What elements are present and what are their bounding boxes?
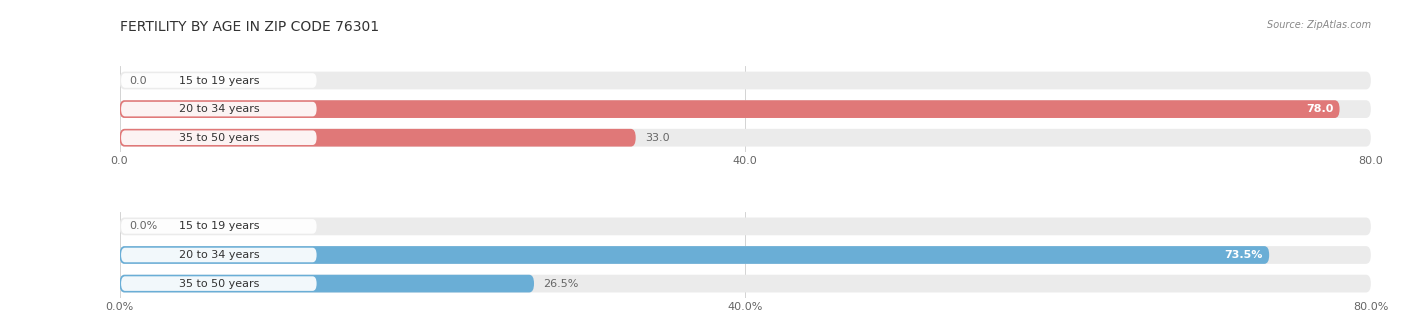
FancyBboxPatch shape [121,276,316,291]
Text: Source: ZipAtlas.com: Source: ZipAtlas.com [1267,20,1371,30]
Text: FERTILITY BY AGE IN ZIP CODE 76301: FERTILITY BY AGE IN ZIP CODE 76301 [120,20,378,34]
FancyBboxPatch shape [120,100,1340,118]
FancyBboxPatch shape [120,275,1371,293]
FancyBboxPatch shape [120,71,1371,89]
FancyBboxPatch shape [120,129,1371,147]
FancyBboxPatch shape [120,129,636,147]
Text: 35 to 50 years: 35 to 50 years [179,279,259,289]
FancyBboxPatch shape [121,73,316,88]
Text: 20 to 34 years: 20 to 34 years [179,250,259,260]
FancyBboxPatch shape [120,246,1270,264]
Text: 0.0%: 0.0% [129,221,157,231]
Text: 26.5%: 26.5% [543,279,579,289]
FancyBboxPatch shape [121,248,316,262]
Text: 73.5%: 73.5% [1225,250,1263,260]
FancyBboxPatch shape [121,102,316,117]
FancyBboxPatch shape [120,275,534,293]
Text: 35 to 50 years: 35 to 50 years [179,133,259,143]
FancyBboxPatch shape [120,246,1371,264]
Text: 20 to 34 years: 20 to 34 years [179,104,259,114]
Text: 0.0: 0.0 [129,75,146,85]
Text: 78.0: 78.0 [1306,104,1333,114]
FancyBboxPatch shape [121,219,316,234]
Text: 15 to 19 years: 15 to 19 years [179,221,259,231]
Text: 33.0: 33.0 [645,133,669,143]
Text: 15 to 19 years: 15 to 19 years [179,75,259,85]
FancyBboxPatch shape [120,100,1371,118]
FancyBboxPatch shape [120,217,1371,235]
FancyBboxPatch shape [121,130,316,145]
